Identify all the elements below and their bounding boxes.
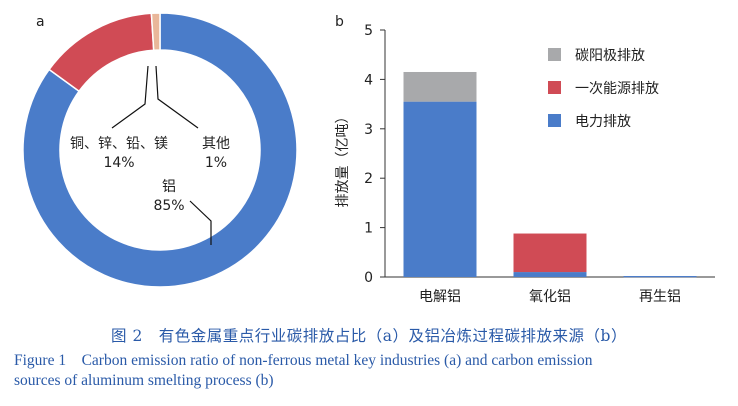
caption-english-line-1: Figure 1 Carbon emission ratio of non-fe…: [14, 352, 593, 369]
slice-value-copper-group: 14%: [103, 155, 134, 171]
donut-annotations: 铜、锌、铅、镁 14% 其他 1% 铝 85%: [70, 65, 230, 245]
bar-电解铝-电力排放: [403, 101, 477, 277]
legend-swatch: [548, 81, 561, 94]
x-category-label: 再生铝: [639, 289, 681, 305]
slice-value-other: 1%: [205, 155, 227, 171]
stacked-bar-chart: 0 1 2 3 4 5 电解铝 氧化铝 再生铝: [364, 23, 715, 305]
callout-line-copper-group: [111, 65, 149, 129]
bar-电解铝-碳阳极排放: [403, 71, 477, 102]
y-tick-label: 3: [364, 122, 373, 138]
bar-氧化铝-电力排放: [513, 272, 587, 277]
slice-value-aluminum: 85%: [153, 198, 184, 214]
y-tick-label: 2: [364, 171, 373, 187]
legend-label: 一次能源排放: [575, 81, 659, 97]
x-category-label: 电解铝: [419, 289, 461, 305]
y-tick-label: 5: [364, 23, 373, 39]
legend-swatch: [548, 48, 561, 61]
bar-再生铝-电力排放: [623, 276, 697, 278]
callout-line-other: [155, 65, 199, 129]
caption-chinese: 图 2 有色金属重点行业碳排放占比（a）及铝冶炼过程碳排放来源（b）: [111, 327, 627, 345]
x-category-label: 氧化铝: [529, 289, 571, 305]
donut-chart: [22, 12, 298, 288]
legend-label: 碳阳极排放: [575, 48, 645, 64]
slice-label-copper-group: 铜、锌、铅、镁: [70, 136, 168, 152]
bar-氧化铝-一次能源排放: [513, 233, 587, 273]
donut-slice-1: [48, 12, 155, 93]
caption-english-line-2: sources of aluminum smelting process (b): [14, 372, 274, 389]
y-axis-label: 排放量（亿吨）: [335, 110, 351, 208]
legend-label: 电力排放: [575, 114, 631, 130]
legend-swatch: [548, 114, 561, 127]
y-tick-label: 0: [364, 270, 373, 286]
donut-slice-2: [150, 12, 161, 51]
caption-english: Figure 1 Carbon emission ratio of non-fe…: [14, 351, 726, 391]
y-tick-label: 4: [364, 72, 373, 88]
panel-label-b: b: [335, 14, 344, 30]
slice-label-aluminum: 铝: [162, 179, 176, 195]
donut-slice-0: [22, 12, 298, 288]
panel-label-a: a: [36, 14, 45, 30]
slice-label-other: 其他: [202, 136, 230, 152]
y-tick-label: 1: [364, 221, 373, 237]
callout-line-aluminum: [189, 200, 212, 245]
